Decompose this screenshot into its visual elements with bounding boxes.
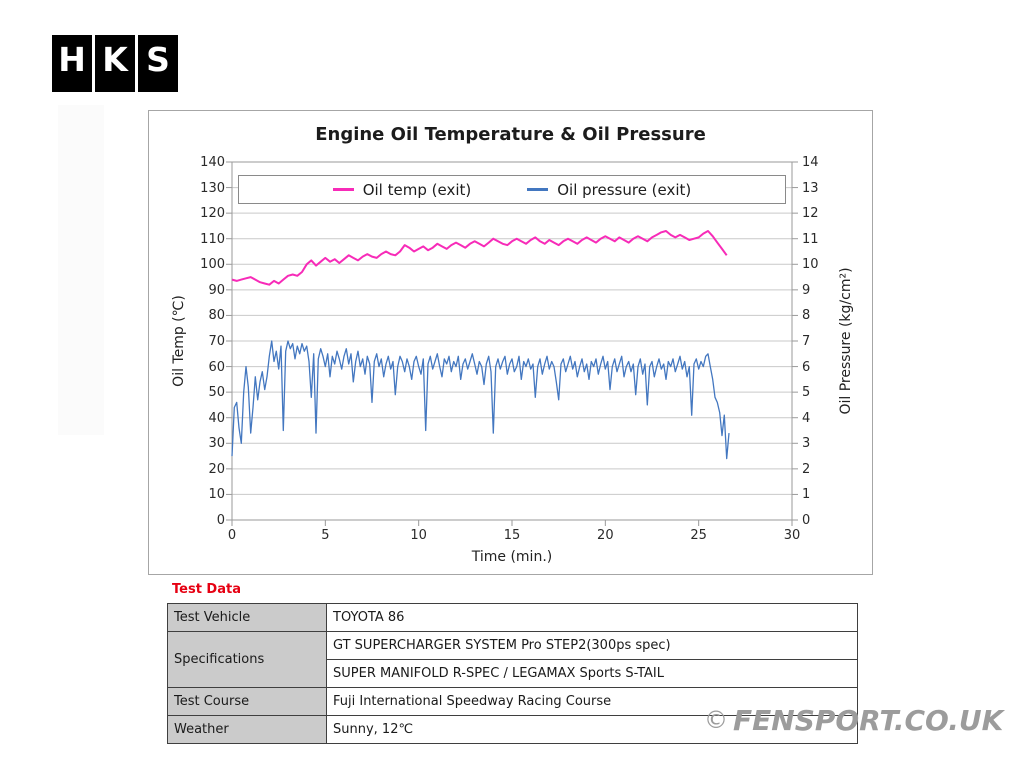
fensport-watermark: © FENSPORT.CO.UK xyxy=(704,704,1003,737)
axis-tick-label: 50 xyxy=(208,385,225,401)
chart-legend: Oil temp (exit) Oil pressure (exit) xyxy=(238,175,786,204)
axis-tick-label: 5 xyxy=(321,528,330,543)
table-row: SUPER MANIFOLD R-SPEC / LEGAMAX Sports S… xyxy=(168,659,858,688)
hks-logo-letter: H xyxy=(52,35,92,92)
axis-tick-label: 11 xyxy=(802,231,819,247)
row-value-weather: Sunny, 12℃ xyxy=(326,715,858,744)
oil-pressure-line xyxy=(231,340,730,460)
hks-logo: H K S xyxy=(52,35,178,92)
row-value-test-course: Fuji International Speedway Racing Cours… xyxy=(326,687,858,716)
axis-tick-label: 80 xyxy=(208,308,225,324)
test-data-table: Test Vehicle TOYOTA 86 Specifications GT… xyxy=(167,603,858,744)
axis-tick-label: 110 xyxy=(200,231,225,247)
axis-tick-label: 30 xyxy=(208,436,225,452)
fensport-watermark-text: FENSPORT.CO.UK xyxy=(733,704,1004,737)
axis-tick-label: 2 xyxy=(802,461,811,477)
legend-item-oil-pressure: Oil pressure (exit) xyxy=(527,181,691,199)
row-value-specifications-1: GT SUPERCHARGER SYSTEM Pro STEP2(300ps s… xyxy=(326,631,858,660)
row-label-weather: Weather xyxy=(167,715,327,744)
axis-tick-label: 100 xyxy=(200,257,225,273)
row-label-test-course: Test Course xyxy=(167,687,327,716)
hks-logo-letter: S xyxy=(138,35,178,92)
axis-tick-label: 6 xyxy=(802,359,811,375)
axis-tick-label: 0 xyxy=(216,513,225,528)
faint-vertical-watermark xyxy=(58,105,104,435)
axis-tick-label: 13 xyxy=(802,180,819,196)
axis-tick-label: 0 xyxy=(227,528,237,543)
axis-tick-label: 10 xyxy=(208,487,225,503)
axis-tick-label: 3 xyxy=(802,436,811,452)
axis-tick-label: 30 xyxy=(783,528,801,543)
axis-tick-label: 10 xyxy=(410,528,427,543)
axis-tick-label: 70 xyxy=(208,334,225,349)
x-axis-title: Time (min.) xyxy=(471,549,553,565)
plot-svg xyxy=(226,161,798,526)
axis-tick-label: 12 xyxy=(802,206,819,222)
chart-title: Engine Oil Temperature & Oil Pressure xyxy=(315,124,706,145)
right-axis-title: Oil Pressure (kg/cm²) xyxy=(838,267,854,415)
axis-tick-label: 0 xyxy=(802,513,811,528)
axis-tick-label: 20 xyxy=(597,528,614,543)
axis-tick-label: 25 xyxy=(690,528,707,543)
test-data-heading: Test Data xyxy=(172,582,241,597)
left-axis-title: Oil Temp (℃) xyxy=(171,295,187,387)
plot-area xyxy=(226,161,798,526)
table-row: Weather Sunny, 12℃ xyxy=(167,715,858,744)
oil-temp-line-swatch xyxy=(332,188,354,191)
axis-tick-label: 20 xyxy=(208,461,225,477)
hks-logo-letter: K xyxy=(95,35,135,92)
axis-tick-label: 10 xyxy=(802,257,819,273)
chart-panel: Engine Oil Temperature & Oil Pressure Oi… xyxy=(148,110,873,575)
table-row: Specifications GT SUPERCHARGER SYSTEM Pr… xyxy=(167,631,858,688)
legend-item-oil-temp: Oil temp (exit) xyxy=(332,180,472,199)
oil-temp-line xyxy=(231,230,728,286)
legend-label-oil-pressure: Oil pressure (exit) xyxy=(557,180,692,199)
table-row: Test Course Fuji International Speedway … xyxy=(167,687,858,716)
axis-tick-label: 40 xyxy=(208,410,225,426)
axis-tick-label: 9 xyxy=(802,282,811,298)
axis-tick-label: 14 xyxy=(802,155,819,170)
oil-pressure-line-swatch xyxy=(527,188,549,191)
axis-tick-label: 90 xyxy=(208,282,225,298)
row-value-test-vehicle: TOYOTA 86 xyxy=(326,603,858,632)
axis-tick-label: 60 xyxy=(208,359,225,375)
axis-tick-label: 1 xyxy=(802,487,811,503)
axis-tick-label: 120 xyxy=(200,206,225,222)
legend-label-oil-temp: Oil temp (exit) xyxy=(362,180,472,199)
axis-tick-label: 15 xyxy=(503,528,521,543)
axis-tick-label: 130 xyxy=(200,180,225,196)
plot-border xyxy=(231,161,793,521)
table-row: Test Vehicle TOYOTA 86 xyxy=(167,603,858,632)
axis-tick-label: 8 xyxy=(802,308,811,324)
row-value-specifications-2: SUPER MANIFOLD R-SPEC / LEGAMAX Sports S… xyxy=(326,659,858,688)
axis-tick-label: 140 xyxy=(200,155,225,170)
copyright-icon: © xyxy=(704,706,728,734)
axis-tick-label: 7 xyxy=(802,334,811,349)
axis-tick-label: 5 xyxy=(802,385,811,401)
row-label-test-vehicle: Test Vehicle xyxy=(167,603,327,632)
row-label-specifications: Specifications xyxy=(167,631,327,688)
axis-tick-label: 4 xyxy=(802,410,811,426)
